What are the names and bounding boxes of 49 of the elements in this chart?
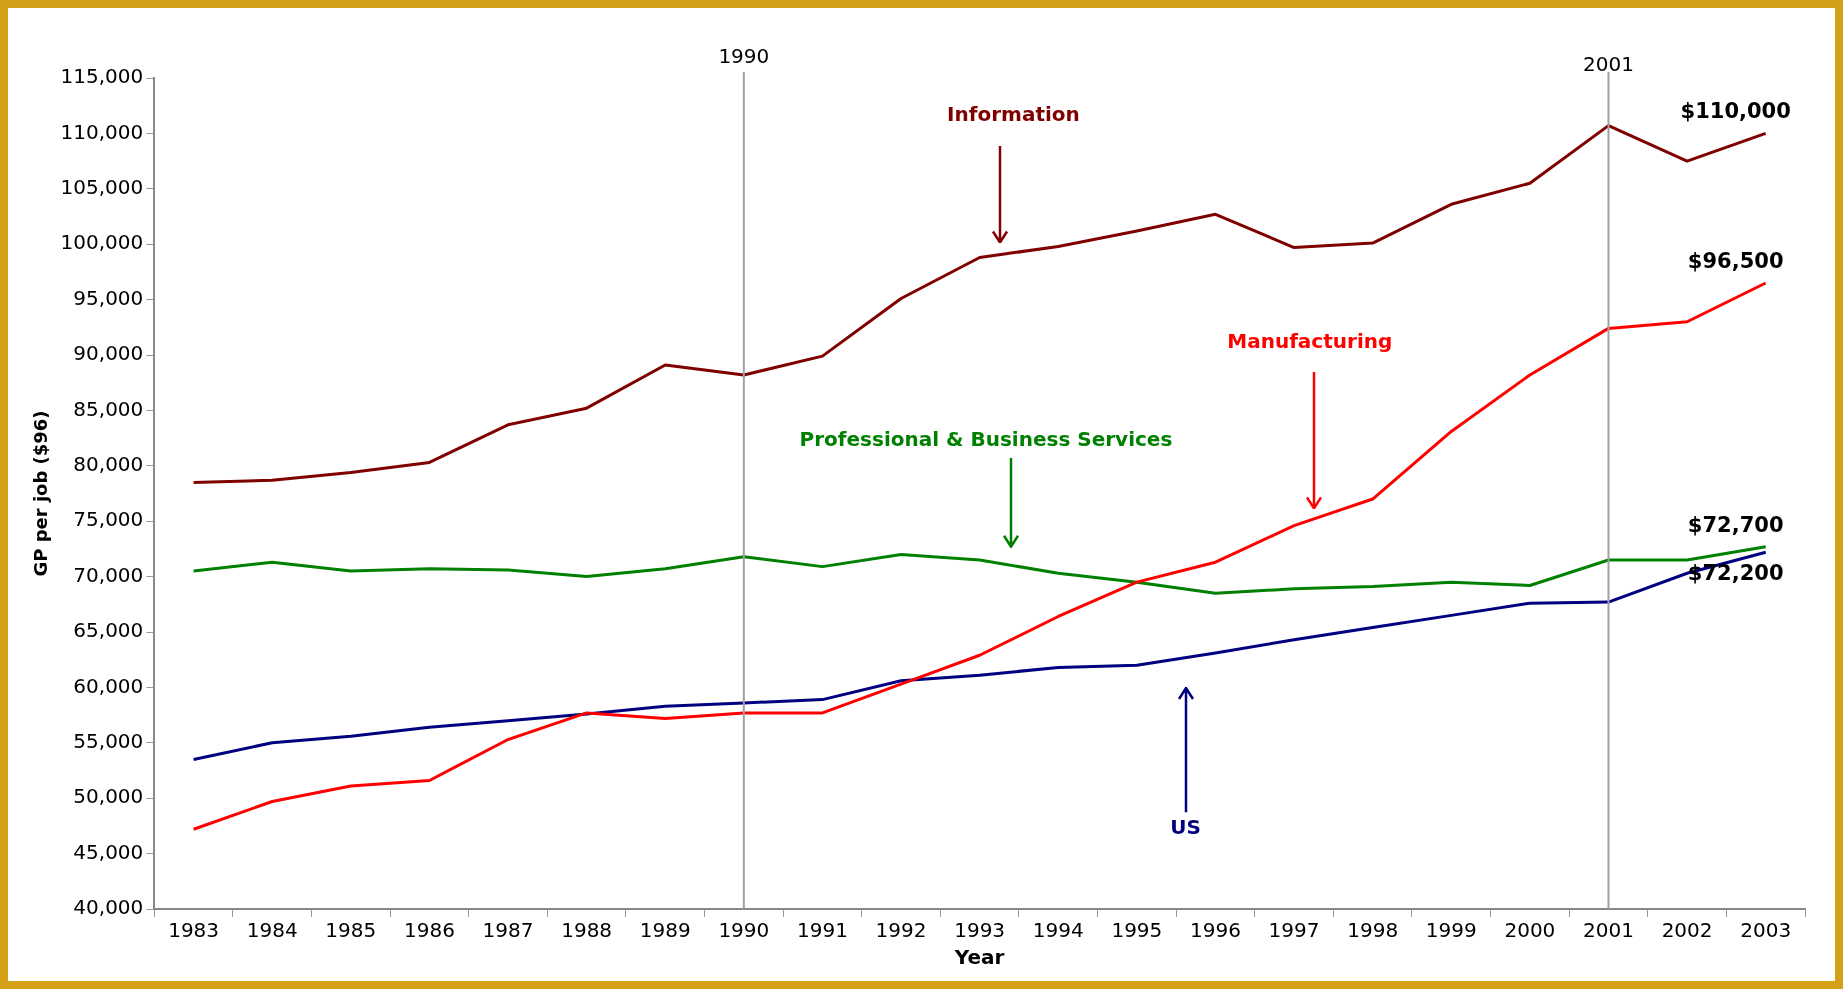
y-tick-label: 80,000: [73, 452, 144, 476]
text: US: [1170, 815, 1201, 840]
x-tick-label: 1992: [875, 918, 927, 943]
data-label: $72,700: [1687, 512, 1784, 537]
x-tick-label: 1995: [1111, 918, 1163, 943]
x-tick-label: 1991: [796, 918, 848, 943]
text: Information: [947, 101, 1080, 126]
x-tick-label: 1994: [1032, 918, 1084, 943]
y-tick-label: 55,000: [73, 729, 144, 753]
x-tick-label: 1984: [246, 918, 298, 943]
x-axis-title: Year: [953, 945, 1005, 970]
x-tick-label: 1987: [482, 918, 534, 943]
x-tick-label: 1998: [1347, 918, 1399, 943]
text: Professional & Business Services: [799, 426, 1173, 451]
x-tick-label: 1999: [1425, 918, 1477, 943]
y-tick-label: 85,000: [73, 396, 144, 421]
y-tick-label: 90,000: [73, 341, 144, 366]
x-tick-label: 1996: [1190, 918, 1241, 943]
x-tick-label: 1985: [325, 918, 377, 943]
x-tick-label: 2000: [1504, 918, 1556, 943]
y-tick-label: 110,000: [60, 119, 144, 144]
data-label: $110,000: [1680, 99, 1791, 124]
y-tick-label: 105,000: [60, 175, 144, 199]
x-tick-label: 2001: [1583, 918, 1634, 943]
y-tick-label: 115,000: [60, 64, 144, 89]
x-tick-label: 2002: [1661, 918, 1713, 943]
y-tick-label: 60,000: [73, 673, 144, 698]
x-tick-label: 1983: [168, 918, 220, 943]
x-tick-label: 1989: [639, 918, 691, 943]
x-tick-label: 1988: [561, 918, 613, 943]
y-tick-label: 65,000: [73, 618, 144, 643]
x-tick-label: 1993: [954, 918, 1006, 943]
y-tick-label: 95,000: [73, 285, 144, 310]
y-tick-label: 70,000: [73, 562, 144, 587]
ref-line-label: 2001: [1583, 52, 1634, 77]
x-tick-label: 1986: [403, 918, 455, 943]
text: Manufacturing: [1227, 329, 1393, 354]
y-tick-label: 100,000: [60, 230, 144, 255]
ref-line-label: 1990: [718, 44, 770, 69]
y-tick-label: 50,000: [73, 784, 144, 809]
x-tick-label: 2003: [1740, 918, 1792, 943]
y-tick-label: 40,000: [73, 895, 144, 920]
y-axis-title: GP per job ($96): [30, 410, 52, 577]
x-tick-label: 1990: [718, 918, 770, 943]
data-label: $72,200: [1687, 561, 1784, 586]
x-tick-label: 1997: [1268, 918, 1320, 943]
y-tick-label: 45,000: [73, 839, 144, 864]
data-label: $96,500: [1687, 248, 1784, 273]
y-tick-label: 75,000: [73, 507, 144, 532]
